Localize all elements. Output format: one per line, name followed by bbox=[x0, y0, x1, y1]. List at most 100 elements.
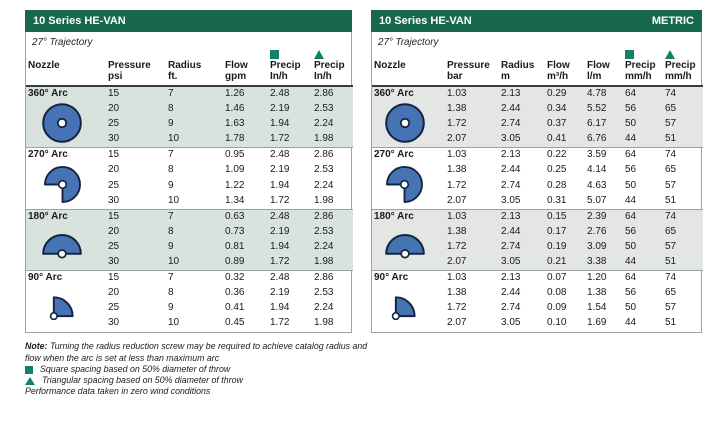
value-cell: 2.53 bbox=[312, 102, 353, 118]
table-row: 1.72 2.74 0.28 4.63 50 57 bbox=[372, 179, 703, 194]
value-cell: 51 bbox=[665, 194, 677, 206]
value-cell: 10 bbox=[166, 132, 223, 148]
value-cell: 20 bbox=[108, 287, 120, 299]
col-header-pressure-bar: Pressure bar bbox=[445, 49, 499, 87]
table-title-us: 10 Series HE-VAN bbox=[33, 15, 126, 27]
value-cell: 1.09 bbox=[225, 164, 245, 176]
value-cell: 0.31 bbox=[547, 194, 567, 206]
value-cell: 2.53 bbox=[312, 224, 353, 240]
arc-90-icon bbox=[391, 296, 416, 321]
value-cell: 1.03 bbox=[445, 147, 499, 164]
value-cell: 2.19 bbox=[268, 224, 312, 240]
col-label: Pressure bbox=[108, 60, 151, 71]
value-cell: 1.72 bbox=[445, 239, 499, 256]
value-cell: 5.52 bbox=[585, 102, 623, 118]
table-row: 180° Arc 1.03 2.13 0.15 2.39 64 74 bbox=[372, 208, 703, 271]
col-unit: ft. bbox=[168, 70, 178, 82]
value-cell: 1.98 bbox=[312, 132, 353, 148]
value-cell: 51 bbox=[663, 132, 703, 148]
col-unit: gpm bbox=[225, 70, 247, 82]
value-cell: 2.44 bbox=[499, 102, 545, 118]
value-cell: 15 bbox=[106, 270, 166, 287]
value-cell: 2.74 bbox=[499, 117, 545, 133]
arc-270-wrap bbox=[374, 162, 443, 206]
value-cell: 50 bbox=[623, 117, 663, 133]
value-cell: 10 bbox=[166, 255, 223, 271]
performance-table-metric: Nozzle Pressure bar Radius m Flow m³/h Flow l/m P… bbox=[372, 49, 703, 332]
square-legend-text: Square spacing based on 50% diameter of … bbox=[40, 364, 231, 374]
value-cell: 2.19 bbox=[270, 287, 290, 299]
value-cell: 0.09 bbox=[547, 302, 567, 314]
value-cell: 2.07 bbox=[447, 317, 467, 329]
value-cell: 2.48 bbox=[268, 208, 312, 225]
value-cell: 2.53 bbox=[314, 287, 334, 299]
value-cell: 2.13 bbox=[499, 86, 545, 103]
note-line: Note: Turning the radius reduction screw… bbox=[25, 341, 381, 364]
value-cell: 65 bbox=[663, 102, 703, 118]
nozzle-cell: 360° Arc bbox=[372, 86, 445, 148]
table-row: 90° Arc 15 7 0.32 2.48 2.86 bbox=[26, 270, 353, 332]
arc-label: 90° Arc bbox=[374, 272, 409, 284]
nozzle-cell: 180° Arc bbox=[372, 208, 445, 271]
table-row: 30 10 0.89 1.72 1.98 bbox=[26, 255, 353, 271]
table-row: 30 10 1.34 1.72 1.98 bbox=[26, 194, 353, 210]
value-cell: 57 bbox=[665, 302, 677, 314]
arc-270-wrap bbox=[28, 162, 104, 206]
value-cell: 1.38 bbox=[587, 287, 607, 299]
nozzle-cell: 90° Arc bbox=[26, 270, 106, 332]
value-cell: 44 bbox=[623, 132, 663, 148]
nozzle-cell: 90° Arc bbox=[372, 270, 445, 332]
table-row: 1.72 2.74 0.09 1.54 50 57 bbox=[372, 301, 703, 316]
value-cell: 2.86 bbox=[312, 147, 353, 164]
col-label: Radius bbox=[168, 60, 202, 71]
value-cell: 0.08 bbox=[547, 287, 567, 299]
square-legend-line: Square spacing based on 50% diameter of … bbox=[25, 364, 381, 375]
col-label: Precip bbox=[270, 60, 301, 71]
table-title-bar-us: 10 Series HE-VAN bbox=[25, 10, 352, 32]
col-header-precip-in-h: Precip In/h bbox=[312, 49, 353, 87]
table-section-metric: 10 Series HE-VAN METRIC 27° Trajectory N… bbox=[371, 10, 703, 333]
value-cell: 30 bbox=[108, 194, 120, 206]
col-header-nozzle: Nozzle bbox=[26, 49, 106, 87]
value-cell: 1.72 bbox=[445, 117, 499, 133]
value-cell: 1.72 bbox=[268, 255, 312, 271]
value-cell: 0.41 bbox=[225, 302, 245, 314]
value-cell: 64 bbox=[623, 86, 663, 103]
table-row: 2.07 3.05 0.21 3.38 44 51 bbox=[372, 255, 703, 271]
table-row: 1.38 2.44 0.08 1.38 56 65 bbox=[372, 286, 703, 301]
col-header-radius-ft-: Radius ft. bbox=[166, 49, 223, 87]
triangle-marker-icon bbox=[314, 49, 351, 61]
col-unit: mm/h bbox=[665, 70, 692, 82]
value-cell: 25 bbox=[108, 179, 120, 191]
value-cell: 1.63 bbox=[223, 117, 268, 133]
arc-360-icon bbox=[42, 102, 82, 143]
value-cell: 1.46 bbox=[223, 102, 268, 118]
value-cell: 1.94 bbox=[270, 302, 290, 314]
value-cell: 2.24 bbox=[314, 179, 334, 191]
value-cell: 2.74 bbox=[501, 302, 521, 314]
value-cell: 0.36 bbox=[225, 287, 245, 299]
value-cell: 0.41 bbox=[545, 132, 585, 148]
value-cell: 3.05 bbox=[499, 132, 545, 148]
col-label: Precip bbox=[314, 60, 345, 71]
value-cell: 65 bbox=[665, 164, 677, 176]
value-cell: 0.32 bbox=[223, 270, 268, 287]
arc-180-wrap bbox=[28, 223, 104, 267]
value-cell: 65 bbox=[663, 224, 703, 240]
col-label: Precip bbox=[665, 60, 696, 71]
arc-360-wrap bbox=[28, 101, 104, 145]
value-cell: 2.44 bbox=[499, 224, 545, 240]
table-row: 25 9 1.22 1.94 2.24 bbox=[26, 179, 353, 194]
table-row: 2.07 3.05 0.10 1.69 44 51 bbox=[372, 316, 703, 331]
value-cell: 56 bbox=[623, 102, 663, 118]
table-row: 20 8 0.36 2.19 2.53 bbox=[26, 286, 353, 301]
value-cell: 2.44 bbox=[501, 164, 521, 176]
value-cell: 74 bbox=[663, 147, 703, 164]
table-row: 1.72 2.74 0.19 3.09 50 57 bbox=[372, 239, 703, 256]
col-header-nozzle: Nozzle bbox=[372, 49, 445, 87]
col-unit: bar bbox=[447, 70, 463, 82]
value-cell: 20 bbox=[106, 224, 166, 240]
table-row: 30 10 1.78 1.72 1.98 bbox=[26, 132, 353, 148]
value-cell: 1.38 bbox=[445, 102, 499, 118]
value-cell: 2.07 bbox=[445, 132, 499, 148]
